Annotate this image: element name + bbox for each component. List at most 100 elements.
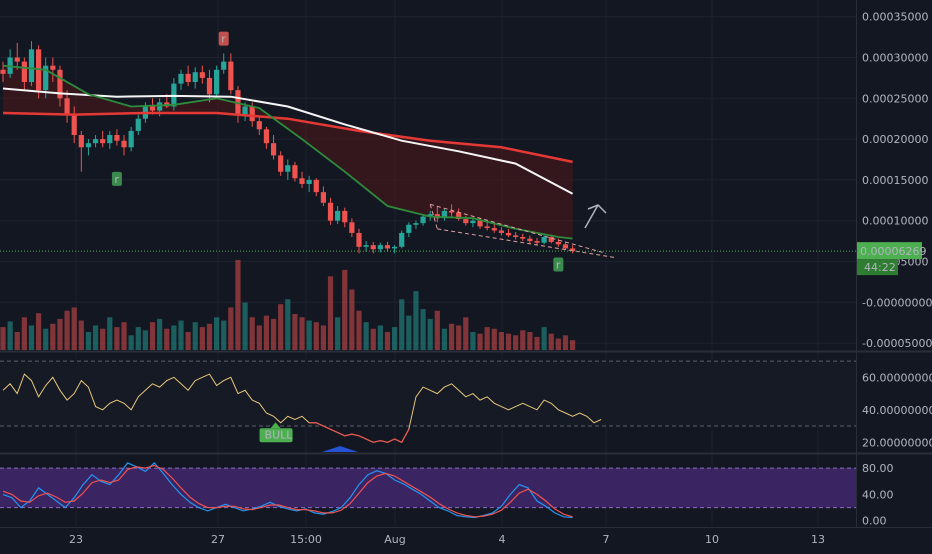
candle-body[interactable] (484, 226, 490, 229)
signal-marker-up[interactable] (111, 171, 122, 186)
candle-body[interactable] (57, 69, 63, 99)
candle-body[interactable] (342, 210, 348, 223)
candle-body[interactable] (192, 72, 198, 82)
candle-body[interactable] (413, 223, 419, 225)
candle-body[interactable] (100, 139, 106, 144)
candle-body[interactable] (85, 143, 92, 148)
candle-body[interactable] (71, 114, 77, 136)
volume-bar (256, 325, 262, 350)
candle-body[interactable] (349, 222, 355, 233)
bull-badge[interactable] (259, 428, 293, 443)
volume-bar (399, 299, 405, 350)
candle-body[interactable] (43, 65, 49, 91)
candle-body[interactable] (28, 49, 35, 82)
candle-body[interactable] (313, 179, 319, 193)
countdown-tag (856, 259, 898, 276)
volume-bar (149, 322, 156, 350)
volume-bar (100, 328, 106, 350)
countdown-label: 44:22 (864, 261, 896, 274)
candle-body[interactable] (64, 98, 70, 115)
volume-bar (392, 327, 398, 350)
candle-body[interactable] (214, 69, 220, 95)
candle-body[interactable] (399, 232, 405, 247)
volume-bar (413, 291, 419, 350)
candle-body[interactable] (555, 241, 561, 245)
candle-body[interactable] (327, 202, 334, 221)
volume-bar (285, 299, 291, 350)
signal-marker-down[interactable] (218, 31, 229, 46)
candle-body[interactable] (157, 102, 163, 111)
candle-body[interactable] (541, 237, 547, 243)
volume-bar (342, 269, 348, 350)
candle-body[interactable] (384, 245, 391, 249)
candle-body[interactable] (206, 77, 213, 95)
candle-body[interactable] (370, 245, 376, 250)
candle-body[interactable] (249, 106, 255, 122)
candle-body[interactable] (107, 135, 113, 144)
time-tick-label: 10 (705, 533, 719, 546)
volume-bar (36, 313, 42, 350)
candle-body[interactable] (21, 61, 27, 82)
candle-body[interactable] (121, 140, 127, 148)
candle-body[interactable] (128, 130, 134, 148)
candle-body[interactable] (392, 246, 398, 249)
candle-body[interactable] (14, 57, 20, 62)
candle-body[interactable] (570, 248, 576, 251)
candle-body[interactable] (292, 165, 298, 179)
candle-body[interactable] (513, 235, 519, 238)
volume-bar (541, 327, 547, 350)
volume-bar (64, 310, 70, 350)
candle-body[interactable] (242, 106, 248, 115)
candle-body[interactable] (185, 73, 191, 82)
volume-bar (178, 320, 184, 350)
candle-body[interactable] (505, 232, 512, 236)
candle-body[interactable] (491, 228, 497, 231)
candle-body[interactable] (263, 129, 270, 144)
rsi-band (0, 361, 856, 427)
candle-body[interactable] (527, 238, 533, 242)
signal-marker-up[interactable] (553, 257, 564, 272)
candle-body[interactable] (520, 237, 526, 239)
candle-body[interactable] (427, 214, 433, 217)
candle-body[interactable] (256, 121, 262, 130)
wedge-upper-line (430, 203, 607, 254)
candle-body[interactable] (299, 178, 305, 184)
candle-body[interactable] (562, 244, 569, 249)
candle-body[interactable] (306, 179, 312, 184)
candle-body[interactable] (441, 210, 448, 219)
candle-body[interactable] (470, 220, 476, 224)
candle-body[interactable] (363, 245, 369, 247)
volume-bar (548, 333, 554, 350)
volume-bar (534, 336, 540, 350)
candle-body[interactable] (92, 139, 99, 144)
candle-body[interactable] (135, 118, 141, 131)
candle-body[interactable] (50, 65, 56, 70)
candle-body[interactable] (0, 69, 6, 74)
candle-body[interactable] (270, 143, 277, 156)
candle-body[interactable] (448, 210, 455, 213)
candle-body[interactable] (78, 135, 84, 148)
volume-bar (384, 332, 391, 350)
candle-body[interactable] (477, 220, 483, 227)
candle-body[interactable] (199, 72, 205, 78)
candle-body[interactable] (534, 241, 540, 243)
candle-body[interactable] (356, 232, 362, 247)
candle-body[interactable] (221, 61, 227, 70)
candle-body[interactable] (456, 212, 462, 220)
candle-body[interactable] (285, 165, 291, 172)
candle-body[interactable] (278, 155, 284, 172)
candle-body[interactable] (178, 73, 184, 84)
candle-body[interactable] (335, 210, 341, 221)
candle-body[interactable] (320, 192, 326, 203)
candle-body[interactable] (377, 245, 383, 250)
candle-body[interactable] (406, 224, 412, 233)
candle-body[interactable] (114, 135, 120, 141)
candle-body[interactable] (149, 106, 156, 111)
candle-body[interactable] (228, 61, 234, 91)
candle-body[interactable] (463, 219, 469, 224)
candle-body[interactable] (548, 237, 554, 242)
candle-body[interactable] (498, 230, 504, 233)
candle-body[interactable] (420, 216, 426, 224)
